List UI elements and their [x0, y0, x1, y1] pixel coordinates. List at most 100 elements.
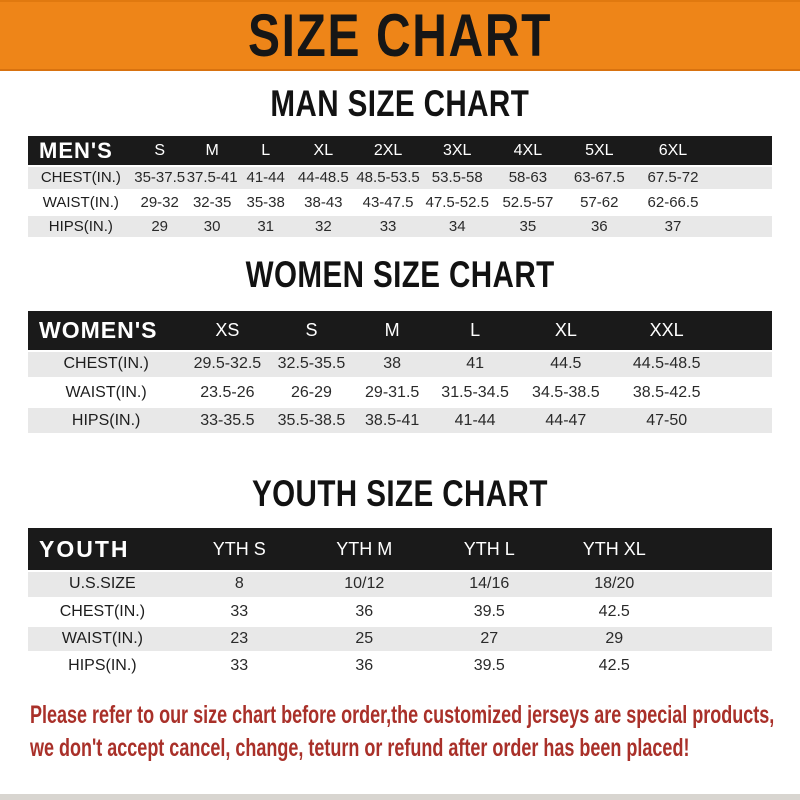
- men-size-table: MEN'S S M L XL 2XL 3XL 4XL 5XL 6XL CHEST(IN.) 35-37…: [28, 136, 772, 240]
- size-column-header: 5XL: [563, 136, 636, 167]
- table-row: U.S.SIZE 8 10/12 14/16 18/20: [28, 571, 772, 600]
- row-label-cell: HIPS(IN.): [28, 214, 134, 240]
- value-cell: 36: [301, 598, 427, 627]
- value-cell: 36: [563, 214, 636, 240]
- value-cell: 53.5-58: [422, 166, 493, 192]
- women-size-table: WOMEN'S XS S M L XL XXL CHEST(IN.) 29.5-32.5 32.5…: [28, 310, 772, 436]
- row-label-cell: CHEST(IN.): [28, 598, 177, 627]
- value-cell: 29.5-32.5: [184, 350, 271, 380]
- value-cell: 58-63: [492, 166, 564, 192]
- footer-notice: Please refer to our size chart before or…: [0, 699, 800, 765]
- size-column-header: YTH L: [426, 528, 552, 572]
- value-cell: 41-44: [431, 406, 519, 436]
- size-column-header: YTH M: [301, 528, 427, 572]
- value-cell: 38-43: [292, 190, 354, 216]
- value-cell: 23.5-26: [184, 378, 271, 408]
- header-spacer-cell: [676, 528, 772, 572]
- table-header-row: MEN'S S M L XL 2XL 3XL 4XL 5XL 6XL: [28, 136, 772, 167]
- row-label-cell: WAIST(IN.): [28, 190, 134, 216]
- value-cell: 38: [352, 350, 432, 380]
- row-label-cell: WAIST(IN.): [28, 378, 185, 408]
- value-cell: 31: [238, 214, 293, 240]
- table-row: CHEST(IN.) 33 36 39.5 42.5: [28, 598, 772, 627]
- value-cell: 30: [185, 214, 239, 240]
- value-cell: 8: [176, 571, 302, 600]
- value-cell: 38.5-41: [352, 406, 432, 436]
- row-spacer-cell: [676, 571, 772, 600]
- bottom-strip: [0, 794, 800, 800]
- value-cell: 29: [551, 625, 677, 654]
- row-spacer-cell: [710, 214, 772, 240]
- size-column-header: XS: [184, 310, 271, 352]
- value-cell: 62-66.5: [635, 190, 711, 216]
- value-cell: 38.5-42.5: [613, 378, 720, 408]
- table-row: CHEST(IN.) 29.5-32.5 32.5-35.5 38 41 44.5 44.5…: [28, 350, 772, 380]
- value-cell: 47-50: [613, 406, 720, 436]
- size-column-header: XL: [292, 136, 354, 167]
- value-cell: 44-48.5: [292, 166, 354, 192]
- size-column-header: XXL: [613, 310, 720, 352]
- notice-line-2-text: we don't accept cancel, change, teturn o…: [30, 733, 690, 762]
- table-header-row: WOMEN'S XS S M L XL XXL: [28, 310, 772, 352]
- value-cell: 18/20: [551, 571, 677, 600]
- value-cell: 29: [133, 214, 186, 240]
- men-section: MAN SIZE CHART MEN'S S M L XL 2XL 3XL 4XL 5XL 6XL…: [0, 85, 800, 240]
- table-row: CHEST(IN.) 35-37.5 37.5-41 41-44 44-48.5 48.5…: [28, 166, 772, 192]
- value-cell: 14/16: [426, 571, 552, 600]
- row-spacer-cell: [676, 625, 772, 654]
- value-cell: 33: [176, 598, 302, 627]
- value-cell: 33-35.5: [184, 406, 271, 436]
- size-column-header: YTH S: [176, 528, 302, 572]
- value-cell: 32: [292, 214, 354, 240]
- value-cell: 29-32: [133, 190, 186, 216]
- size-column-header: YTH XL: [551, 528, 677, 572]
- header-spacer-cell: [719, 310, 772, 352]
- row-label-cell: HIPS(IN.): [28, 406, 185, 436]
- table-title-cell: YOUTH: [28, 528, 177, 572]
- value-cell: 23: [176, 625, 302, 654]
- value-cell: 48.5-53.5: [353, 166, 423, 192]
- size-column-header: XL: [518, 310, 614, 352]
- size-column-header: 3XL: [422, 136, 493, 167]
- youth-section: YOUTH SIZE CHART YOUTH YTH S YTH M YTH L YTH…: [0, 475, 800, 681]
- row-spacer-cell: [676, 598, 772, 627]
- notice-line-1: Please refer to our size chart before or…: [30, 699, 800, 732]
- value-cell: 34.5-38.5: [518, 378, 614, 408]
- row-spacer-cell: [719, 406, 772, 436]
- row-spacer-cell: [710, 190, 772, 216]
- men-heading-text: MAN SIZE CHART: [270, 83, 530, 124]
- value-cell: 41: [431, 350, 519, 380]
- value-cell: 37.5-41: [185, 166, 239, 192]
- size-column-header: L: [238, 136, 293, 167]
- size-column-header: L: [431, 310, 519, 352]
- table-row: HIPS(IN.) 33 36 39.5 42.5: [28, 652, 772, 681]
- youth-heading-text: YOUTH SIZE CHART: [252, 473, 548, 514]
- value-cell: 44.5: [518, 350, 614, 380]
- notice-line-2: we don't accept cancel, change, teturn o…: [30, 732, 800, 765]
- row-spacer-cell: [719, 350, 772, 380]
- table-row: WAIST(IN.) 29-32 32-35 35-38 38-43 43-47.5 47.…: [28, 190, 772, 216]
- value-cell: 32.5-35.5: [270, 350, 353, 380]
- value-cell: 33: [353, 214, 423, 240]
- size-column-header: 4XL: [492, 136, 564, 167]
- value-cell: 26-29: [270, 378, 353, 408]
- row-spacer-cell: [676, 652, 772, 681]
- value-cell: 31.5-34.5: [431, 378, 519, 408]
- women-section: WOMEN SIZE CHART WOMEN'S XS S M L XL XXL CHEST(…: [0, 255, 800, 436]
- table-row: HIPS(IN.) 33-35.5 35.5-38.5 38.5-41 41-44 44-…: [28, 406, 772, 436]
- banner: SIZE CHART: [0, 0, 800, 71]
- table-title-cell: WOMEN'S: [28, 310, 185, 352]
- value-cell: 27: [426, 625, 552, 654]
- row-label-cell: CHEST(IN.): [28, 350, 185, 380]
- table-row: WAIST(IN.) 23 25 27 29: [28, 625, 772, 654]
- value-cell: 39.5: [426, 598, 552, 627]
- value-cell: 32-35: [185, 190, 239, 216]
- row-label-cell: U.S.SIZE: [28, 571, 177, 600]
- women-section-heading: WOMEN SIZE CHART: [0, 255, 800, 294]
- value-cell: 34: [422, 214, 493, 240]
- value-cell: 42.5: [551, 598, 677, 627]
- value-cell: 44.5-48.5: [613, 350, 720, 380]
- value-cell: 35-38: [238, 190, 293, 216]
- value-cell: 33: [176, 652, 302, 681]
